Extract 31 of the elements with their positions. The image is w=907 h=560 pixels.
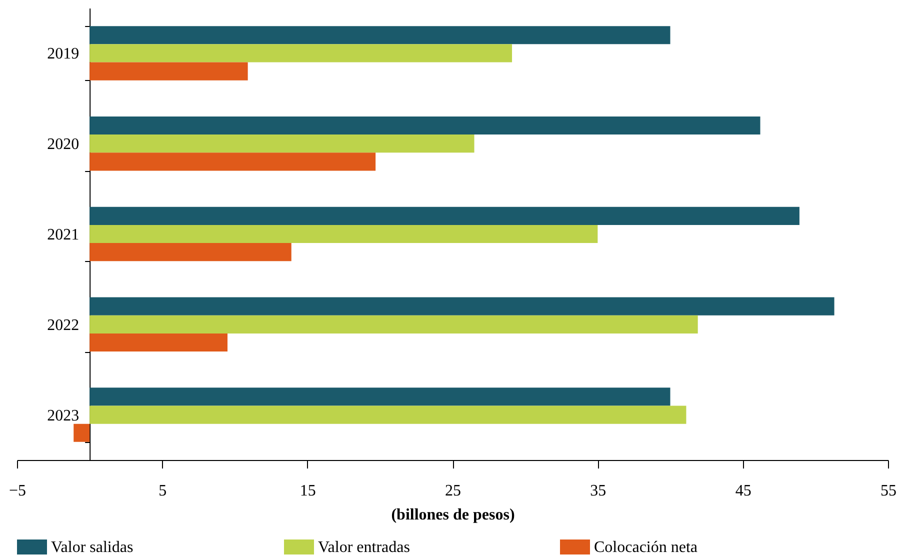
y-tick-label: 2021 bbox=[47, 226, 80, 244]
x-tick-label: 45 bbox=[735, 482, 752, 500]
y-tick-label: 2020 bbox=[47, 136, 80, 154]
x-tick-label: 25 bbox=[445, 482, 461, 500]
bar bbox=[90, 297, 834, 316]
bar bbox=[90, 26, 670, 44]
x-tick-label: 5 bbox=[158, 482, 167, 500]
x-tick-label: −5 bbox=[8, 482, 26, 500]
y-tick-label: 2023 bbox=[47, 407, 80, 424]
bar bbox=[90, 116, 760, 135]
y-tick-label: 2022 bbox=[47, 316, 80, 334]
bar bbox=[90, 243, 292, 262]
legend-label: Valor entradas bbox=[318, 539, 410, 556]
bar bbox=[90, 333, 228, 352]
legend-label: Valor salidas bbox=[51, 539, 134, 556]
bar bbox=[90, 406, 686, 424]
y-tick-label: 2019 bbox=[47, 46, 80, 63]
legend-label: Colocación neta bbox=[594, 539, 698, 556]
bar bbox=[90, 388, 670, 406]
bar bbox=[90, 152, 376, 171]
x-axis-title: (billones de pesos) bbox=[391, 506, 515, 524]
bar bbox=[74, 424, 90, 442]
bar bbox=[90, 206, 800, 225]
x-tick-label: 55 bbox=[880, 482, 896, 500]
x-tick-label: 15 bbox=[300, 482, 316, 500]
bar bbox=[90, 44, 512, 62]
bar bbox=[90, 134, 474, 153]
bar bbox=[90, 315, 698, 334]
x-tick-label: 35 bbox=[590, 482, 606, 500]
bar bbox=[90, 62, 248, 80]
bar bbox=[90, 224, 598, 244]
